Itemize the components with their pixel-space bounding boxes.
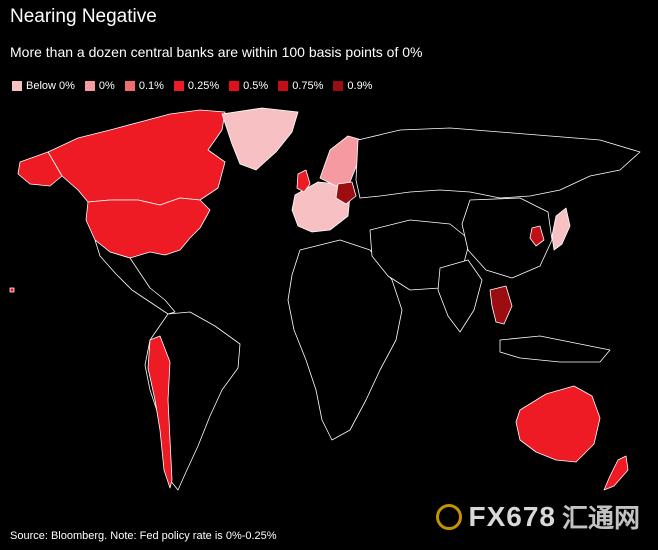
source-note: Source: Bloomberg. Note: Fed policy rate… — [10, 530, 277, 542]
page-subtitle: More than a dozen central banks are with… — [10, 44, 423, 60]
legend-swatch — [84, 81, 95, 91]
legend-swatch — [333, 81, 344, 91]
legend-item-0-9: 0.9% — [333, 80, 372, 92]
region-thailand — [489, 285, 513, 325]
region-russia — [355, 127, 641, 199]
legend-item-below-0: Below 0% — [12, 80, 75, 92]
region-indonesia — [499, 335, 611, 363]
region-hawaii — [9, 287, 15, 293]
legend-item-0-75: 0.75% — [278, 80, 323, 92]
region-india — [437, 259, 483, 333]
region-japan — [551, 207, 571, 251]
watermark-brand: FX678 — [468, 500, 556, 532]
legend-label: 0.25% — [187, 80, 220, 92]
legend-swatch — [124, 81, 135, 91]
region-canada — [47, 109, 226, 206]
watermark-brand-cn: 汇通网 — [561, 503, 640, 533]
region-new-zealand — [603, 455, 629, 491]
page-title: Nearing Negative — [10, 6, 157, 27]
legend-item-0-25: 0.25% — [173, 80, 220, 92]
legend-swatch — [278, 81, 289, 91]
legend-label: 0.1% — [138, 80, 164, 92]
legend: Below 0% 0% 0.1% 0.25% 0.5% 0.75% 0.9% — [12, 80, 382, 92]
legend-label: 0% — [98, 80, 115, 92]
legend-swatch — [229, 81, 240, 91]
legend-item-0-1: 0.1% — [124, 80, 164, 92]
region-mexico — [94, 239, 176, 315]
legend-label: 0.75% — [292, 80, 324, 92]
region-australia — [515, 385, 601, 463]
legend-swatch — [173, 81, 184, 91]
region-central-europe — [335, 181, 357, 205]
legend-label: 0.9% — [347, 80, 373, 92]
legend-label: 0.5% — [243, 80, 269, 92]
region-greenland — [221, 107, 299, 171]
region-korea — [529, 225, 545, 247]
region-uk — [296, 169, 311, 193]
region-china — [461, 197, 553, 279]
legend-label: Below 0% — [26, 80, 75, 92]
watermark: FX678 汇通网 — [436, 498, 640, 535]
region-peru-chile — [147, 335, 173, 489]
legend-item-0-5: 0.5% — [229, 80, 268, 92]
legend-swatch — [12, 81, 22, 91]
legend-item-0: 0% — [84, 80, 115, 92]
world-map — [9, 107, 641, 491]
region-alaska — [17, 151, 63, 187]
region-europe — [291, 181, 351, 233]
watermark-logo-icon — [436, 503, 463, 530]
